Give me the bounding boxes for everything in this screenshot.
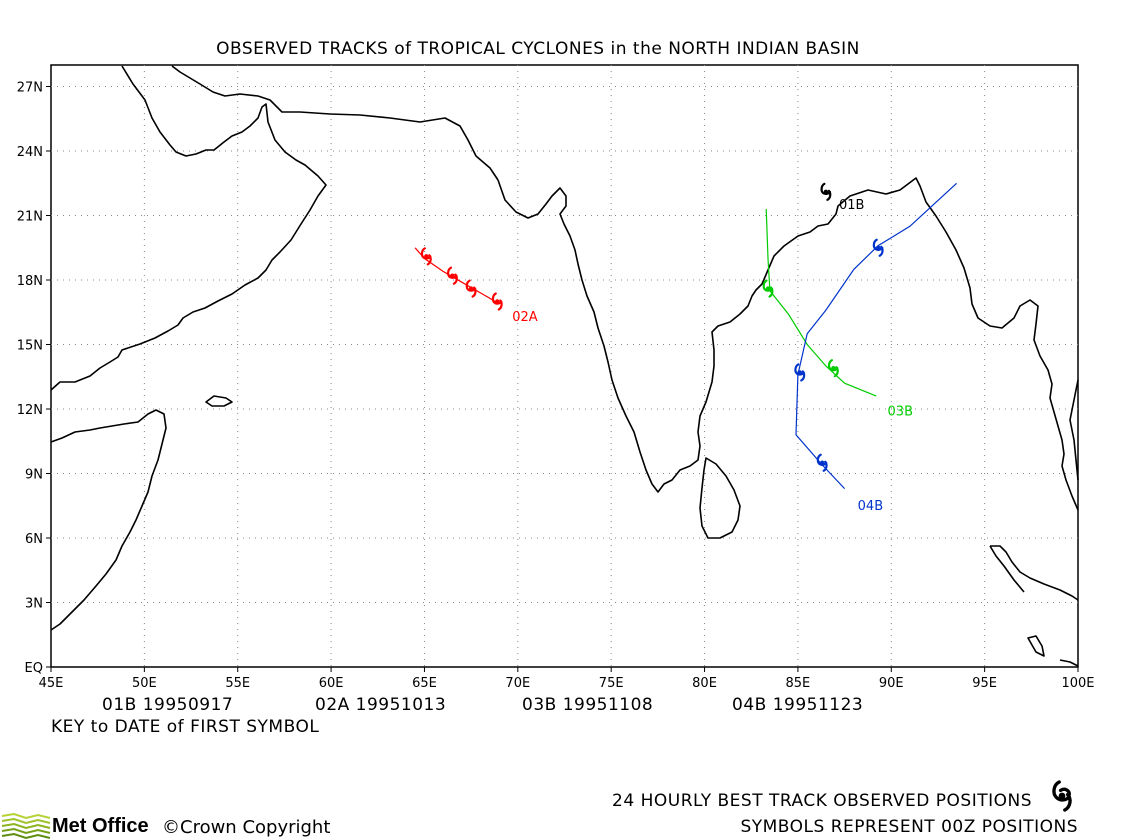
cyclone-position-marker bbox=[816, 453, 828, 472]
key-entry-04b: 04B 19951123 bbox=[732, 695, 863, 715]
tick-label-lon: 65E bbox=[412, 676, 437, 691]
track-03b: 03B bbox=[762, 208, 913, 419]
coastline-sri-lanka bbox=[699, 457, 741, 539]
tick-label-lat: 12N bbox=[17, 403, 43, 418]
gridlines bbox=[51, 65, 1078, 667]
cyclone-symbol-icon bbox=[1052, 780, 1072, 812]
track-label: 03B bbox=[888, 404, 913, 419]
cyclone-position-marker bbox=[820, 182, 832, 201]
tick-label-lat: 24N bbox=[17, 145, 43, 160]
coastline-india-west bbox=[497, 177, 1079, 511]
key-entry-03b: 03B 19951108 bbox=[522, 695, 653, 715]
met-office-wordmark: Met Office bbox=[52, 815, 149, 837]
coastline-arabia bbox=[50, 65, 327, 391]
cyclone-position-marker bbox=[762, 279, 774, 298]
footer-note-line2: SYMBOLS REPRESENT 00Z POSITIONS bbox=[740, 817, 1078, 837]
tick-label-lat: 9N bbox=[25, 468, 43, 483]
coastlines bbox=[50, 65, 1079, 667]
tick-label-lon: 100E bbox=[1061, 676, 1094, 691]
track-line bbox=[795, 182, 958, 490]
tick-label-lon: 55E bbox=[225, 676, 250, 691]
coastline-east-edge bbox=[1069, 379, 1079, 481]
coastline-socotra bbox=[205, 395, 233, 407]
cyclone-position-marker bbox=[465, 279, 477, 298]
met-office-logo: Met Office bbox=[1, 812, 149, 840]
cyclone-position-marker bbox=[827, 359, 839, 378]
key-entry-02a: 02A 19951013 bbox=[315, 695, 446, 715]
tick-label-lon: 80E bbox=[692, 676, 717, 691]
tick-label-lat: 3N bbox=[25, 597, 43, 612]
tick-label-lat: 15N bbox=[17, 339, 43, 354]
cyclone-position-marker bbox=[491, 292, 503, 311]
coastline-sumatra bbox=[1027, 635, 1045, 657]
track-line bbox=[765, 208, 877, 397]
plot-frame bbox=[50, 64, 1079, 668]
tick-label-lon: 85E bbox=[786, 676, 811, 691]
track-01b: 01B bbox=[820, 182, 864, 213]
tick-label-lon: 75E bbox=[599, 676, 624, 691]
axis-ticks: 45E 50E 55E 60E 65E 70E 75E 80E 85E 90E 95E 100E EQ 3… bbox=[17, 81, 1095, 692]
tick-label-lon: 45E bbox=[39, 676, 64, 691]
track-04b: 04B bbox=[794, 182, 958, 514]
coastline-andaman bbox=[989, 545, 1025, 593]
cyclone-position-marker bbox=[794, 363, 806, 382]
tick-label-lon: 90E bbox=[879, 676, 904, 691]
tick-label-lat: 18N bbox=[17, 274, 43, 289]
cyclone-position-marker bbox=[420, 247, 432, 266]
tick-label-lat: 27N bbox=[17, 81, 43, 96]
coastline-sumatra-tip bbox=[1059, 659, 1079, 667]
cyclone-tracks: 01B 02A 03B 04B bbox=[414, 182, 958, 514]
tick-label-lat: 21N bbox=[17, 210, 43, 225]
cyclone-position-marker bbox=[872, 238, 884, 257]
key-entry-01b: 01B 19950917 bbox=[102, 695, 233, 715]
coastline-africa bbox=[50, 409, 167, 631]
tick-label-lon: 60E bbox=[319, 676, 344, 691]
track-02a: 02A bbox=[414, 247, 538, 325]
track-label: 01B bbox=[839, 198, 864, 213]
copyright-notice: ©Crown Copyright bbox=[162, 817, 330, 838]
track-label: 04B bbox=[858, 499, 883, 514]
key-caption: KEY to DATE of FIRST SYMBOL bbox=[51, 717, 319, 737]
tick-label-lon: 95E bbox=[972, 676, 997, 691]
cyclone-position-marker bbox=[447, 266, 458, 285]
tick-label-lon: 70E bbox=[505, 676, 530, 691]
coastline-iran bbox=[171, 65, 499, 181]
met-office-waves-icon bbox=[1, 812, 51, 840]
tick-label-lat: 6N bbox=[25, 532, 43, 547]
tick-label-lon: 50E bbox=[132, 676, 157, 691]
tick-label-lat: EQ bbox=[25, 661, 43, 676]
footer-note-line1: 24 HOURLY BEST TRACK OBSERVED POSITIONS bbox=[612, 791, 1032, 811]
track-label: 02A bbox=[512, 310, 538, 325]
page-title: OBSERVED TRACKS of TROPICAL CYCLONES in … bbox=[216, 39, 860, 59]
coastline-malaya bbox=[990, 545, 1079, 601]
